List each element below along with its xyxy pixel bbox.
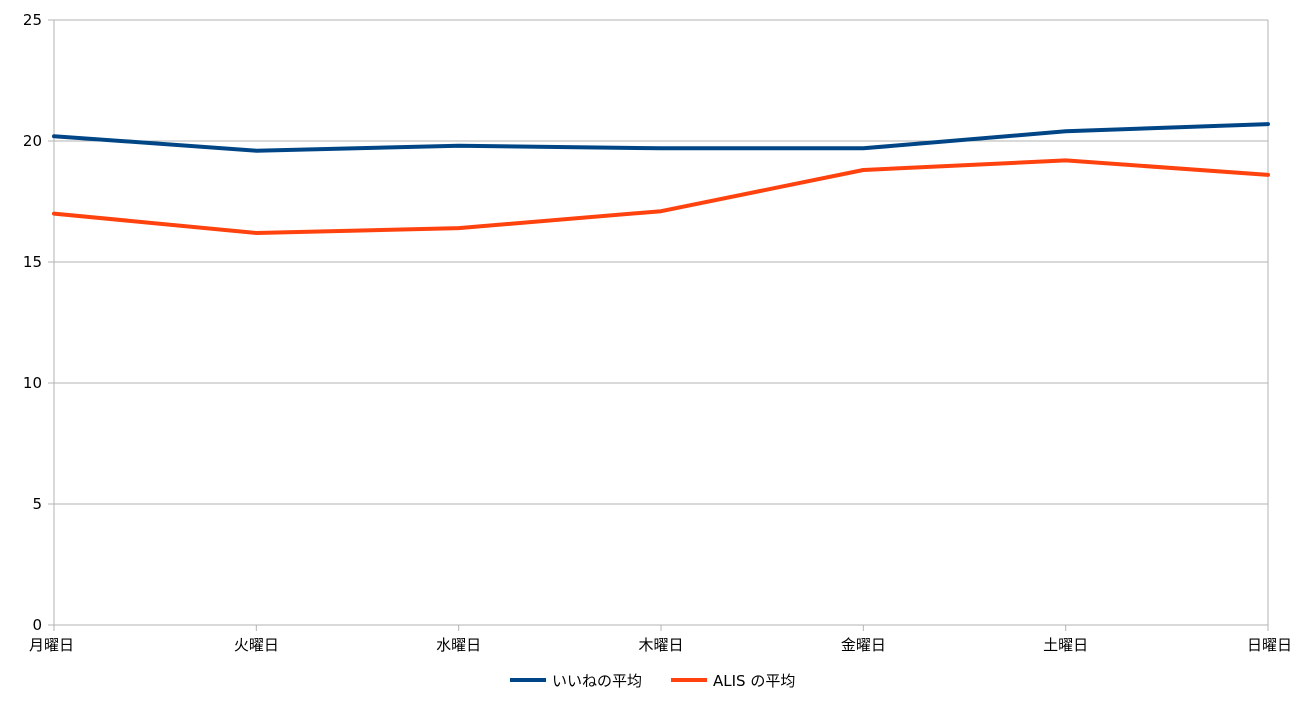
- legend-label-0: いいねの平均: [552, 672, 642, 690]
- grid-lines: [54, 19, 1268, 626]
- legend-label-1: ALIS の平均: [713, 672, 795, 690]
- x-tick-label: 水曜日: [436, 636, 481, 654]
- axes: [48, 19, 1269, 631]
- series-line-0: [52, 122, 1270, 153]
- y-tick-label: 0: [32, 616, 42, 634]
- x-tick-label: 木曜日: [638, 636, 683, 654]
- y-tick-label: 10: [23, 374, 42, 392]
- x-tick-label: 金曜日: [841, 636, 886, 654]
- x-tick-label: 火曜日: [234, 636, 279, 654]
- y-tick-label: 15: [23, 253, 42, 271]
- y-tick-labels: 0 5 10 15 20 25: [23, 11, 42, 634]
- y-tick-label: 5: [32, 495, 42, 513]
- x-tick-labels: 月曜日 火曜日 水曜日 木曜日 金曜日 土曜日 日曜日: [29, 636, 1292, 654]
- x-tick-label: 日曜日: [1247, 636, 1292, 654]
- series-line-1: [52, 158, 1270, 235]
- y-tick-label: 20: [23, 132, 42, 150]
- legend: いいねの平均 ALIS の平均: [510, 672, 795, 690]
- x-tick-label: 月曜日: [29, 636, 74, 654]
- y-tick-label: 25: [23, 11, 42, 29]
- x-tick-label: 土曜日: [1043, 636, 1088, 654]
- series-lines: [52, 122, 1270, 235]
